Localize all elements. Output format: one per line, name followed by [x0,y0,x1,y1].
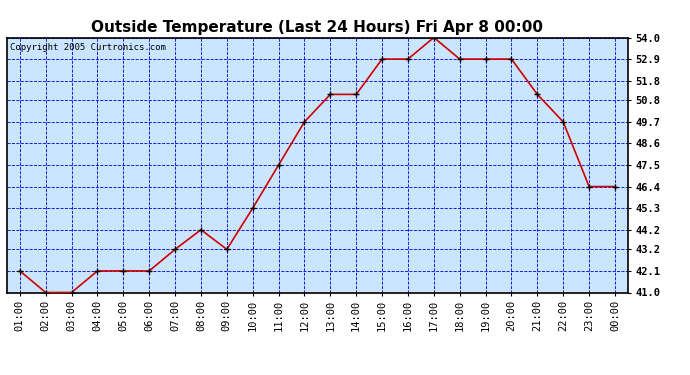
Title: Outside Temperature (Last 24 Hours) Fri Apr 8 00:00: Outside Temperature (Last 24 Hours) Fri … [91,20,544,35]
Text: Copyright 2005 Curtronics.com: Copyright 2005 Curtronics.com [10,43,166,52]
